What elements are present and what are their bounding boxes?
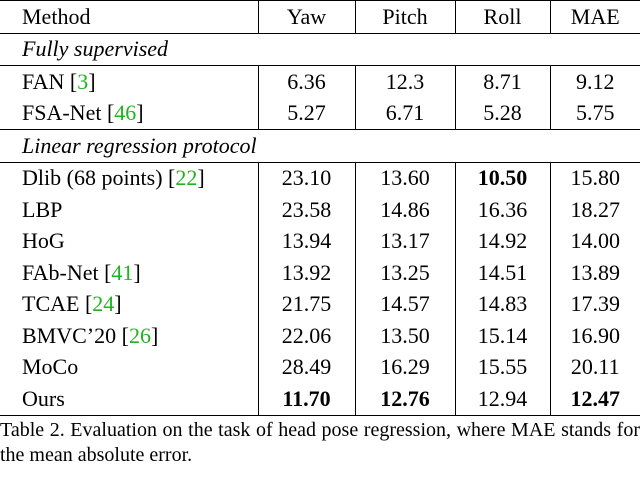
value-cell: 14.83 — [454, 288, 550, 320]
value-cell: 12.76 — [354, 383, 455, 415]
value-cell: 6.36 — [257, 65, 355, 98]
section-title: Fully supervised — [22, 36, 169, 62]
method-cell: FAb-Net [41] — [0, 257, 258, 289]
method-text: ] — [150, 322, 159, 348]
method-cell: Dlib (68 points) [22] — [0, 162, 258, 194]
value-cell: 15.55 — [454, 351, 550, 383]
data-row: LBP 23.58 14.86 16.36 18.27 — [0, 194, 640, 226]
method-text: ] — [114, 291, 122, 317]
value-cell: 12.94 — [454, 383, 550, 415]
value-cell: 9.12 — [549, 65, 640, 98]
method-text: TCAE [ — [22, 291, 93, 317]
value-cell: 23.10 — [257, 162, 355, 194]
method-text: FAN [ — [22, 68, 78, 94]
value-cell: 28.49 — [257, 351, 355, 383]
value-cell: 13.17 — [354, 225, 455, 257]
value-cell: 14.92 — [454, 225, 550, 257]
value-cell: 21.75 — [257, 288, 355, 320]
data-row: BMVC’20 [26] 22.06 13.50 15.14 16.90 — [0, 320, 640, 352]
value-cell: 5.28 — [454, 97, 550, 130]
value-cell: 13.92 — [257, 257, 355, 289]
method-cell: FAN [3] — [0, 66, 258, 98]
method-text: HoG — [22, 228, 65, 254]
results-table: Method Yaw Pitch Roll MAE Fully supervised FAN… — [0, 0, 640, 415]
value-cell: 14.86 — [354, 194, 455, 226]
method-cell: FSA-Net [46] — [0, 98, 258, 130]
data-row: HoG 13.94 13.17 14.92 14.00 — [0, 225, 640, 258]
data-row: TCAE [24] 21.75 14.57 14.83 17.39 — [0, 288, 640, 321]
method-text: FAb-Net [ — [22, 259, 112, 285]
method-cell: BMVC’20 [26] — [0, 320, 258, 352]
citation: 24 — [92, 291, 115, 317]
method-cell: Ours — [0, 383, 258, 415]
data-row: FAN [3] 6.36 12.3 8.71 9.12 — [0, 65, 640, 98]
value-cell: 13.25 — [354, 257, 455, 289]
value-cell: 5.75 — [549, 97, 640, 130]
method-text: LBP — [22, 196, 63, 222]
citation: 22 — [175, 165, 198, 191]
method-text: BMVC’20 [ — [22, 322, 129, 348]
value-cell: 17.39 — [549, 288, 640, 320]
method-cell: LBP — [0, 194, 258, 226]
header-cell: MAE — [549, 0, 640, 33]
value-cell: 13.50 — [354, 320, 455, 352]
value-cell: 5.27 — [257, 97, 355, 130]
section-row: Fully supervised — [0, 33, 640, 66]
value-cell: 14.57 — [354, 288, 455, 320]
citation: 46 — [114, 100, 137, 126]
header-cell: Yaw — [257, 0, 355, 33]
value-cell: 14.00 — [549, 225, 640, 257]
value-cell: 10.50 — [454, 162, 550, 194]
method-cell: HoG — [0, 226, 258, 258]
citation: 3 — [77, 68, 89, 94]
data-row: Dlib (68 points) [22] 23.10 13.60 10.50 15.8… — [0, 162, 640, 194]
method-cell: TCAE [24] — [0, 289, 258, 321]
value-cell: 20.11 — [549, 351, 640, 383]
method-cell: MoCo — [0, 352, 258, 384]
value-cell: 15.14 — [454, 320, 550, 352]
value-cell: 8.71 — [454, 65, 550, 98]
header-cell: Pitch — [354, 0, 455, 33]
value-cell: 22.06 — [257, 320, 355, 352]
value-cell: 6.71 — [354, 97, 455, 130]
method-text: FSA-Net [ — [22, 100, 115, 126]
method-text: ] — [133, 259, 141, 285]
citation: 26 — [128, 322, 151, 348]
header-cell: Roll — [454, 0, 550, 33]
value-cell: 13.94 — [257, 225, 355, 257]
method-text: MoCo — [22, 354, 79, 380]
section-row: Linear regression protocol — [0, 129, 640, 163]
value-cell: 12.47 — [549, 383, 640, 415]
data-row: FAb-Net [41] 13.92 13.25 14.51 13.89 — [0, 257, 640, 289]
value-cell: 13.60 — [354, 162, 455, 194]
data-row: FSA-Net [46] 5.27 6.71 5.28 5.75 — [0, 97, 640, 130]
header-cell: Method — [22, 3, 91, 29]
header-row: Method Yaw Pitch Roll MAE — [0, 0, 640, 33]
value-cell: 12.3 — [354, 65, 455, 98]
method-text: ] — [88, 68, 96, 94]
citation: 41 — [111, 259, 134, 285]
method-text: Ours — [22, 385, 65, 411]
value-cell: 16.90 — [549, 320, 640, 352]
value-cell: 13.89 — [549, 257, 640, 289]
value-cell: 18.27 — [549, 194, 640, 226]
section-title: Linear regression protocol — [22, 132, 257, 158]
data-row: Ours 11.70 12.76 12.94 12.47 — [0, 383, 640, 415]
value-cell: 16.29 — [354, 351, 455, 383]
method-text: Dlib (68 points) [ — [22, 165, 176, 191]
value-cell: 15.80 — [549, 162, 640, 194]
method-text: ] — [197, 165, 205, 191]
value-cell: 14.51 — [454, 257, 550, 289]
data-row: MoCo 28.49 16.29 15.55 20.11 — [0, 351, 640, 384]
method-text: ] — [136, 100, 144, 126]
value-cell: 23.58 — [257, 194, 355, 226]
value-cell: 16.36 — [454, 194, 550, 226]
value-cell: 11.70 — [257, 383, 355, 415]
caption: Table 2. Evaluation on the task of head … — [0, 418, 640, 466]
